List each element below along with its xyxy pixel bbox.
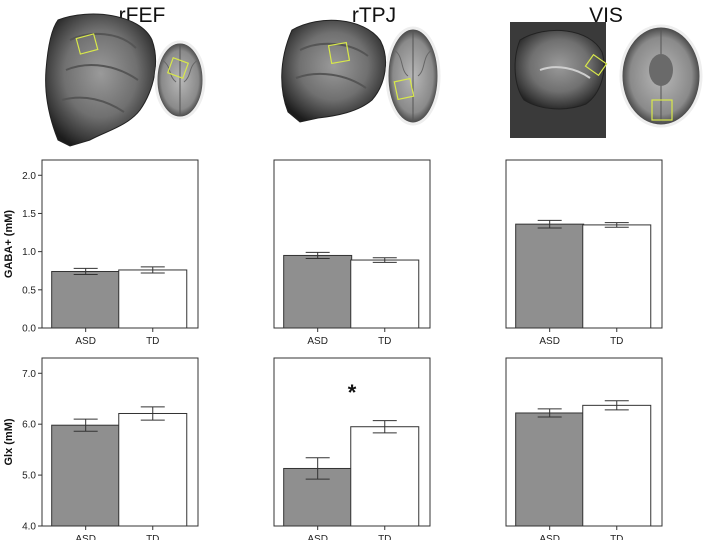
bar-td: [350, 426, 420, 527]
x-tick-label: ASD: [75, 534, 96, 540]
x-tick-label: ASD: [75, 336, 96, 347]
y-tick-label: 7.0: [22, 369, 36, 380]
y-tick-label: 2.0: [22, 171, 36, 182]
y-tick-label: 0.5: [22, 285, 36, 296]
voxel-marker: [166, 56, 190, 80]
x-tick-label: TD: [146, 534, 159, 540]
bar-td: [350, 259, 420, 329]
y-tick-label: 1.0: [22, 247, 36, 258]
bar-td: [582, 404, 652, 527]
y-tick-label: 1.5: [22, 209, 36, 220]
x-tick-label: ASD: [307, 534, 328, 540]
axial-brain-image: [385, 26, 441, 126]
x-tick-label: TD: [610, 336, 623, 347]
bar-td: [582, 224, 652, 329]
bar-asd: [283, 254, 353, 329]
brain-images-vis: [510, 22, 703, 138]
chart-glx-rtpj: ASD TD *: [273, 357, 431, 540]
voxel-marker: [327, 41, 351, 65]
axial-brain-image: [619, 24, 703, 128]
chart-gaba-rfef: 0.0 0.5 1.0 1.5 2.0 GABA+ (mM) ASD TD: [3, 159, 199, 347]
x-tick-label: ASD: [539, 534, 560, 540]
chart-gaba-vis: ASD TD: [505, 159, 663, 347]
y-tick-label: 4.0: [22, 522, 36, 533]
voxel-marker: [75, 33, 99, 55]
significance-marker: *: [348, 380, 357, 405]
bar-asd: [51, 270, 121, 329]
bar-td: [118, 269, 188, 329]
brain-images-rtpj: [281, 19, 441, 126]
brain-images-rfef: [45, 13, 206, 147]
bar-asd: [51, 424, 121, 527]
chart-glx-rfef: 4.0 5.0 6.0 7.0 Glx (mM) ASD TD: [3, 357, 199, 540]
voxel-marker: [651, 99, 673, 121]
y-tick-label: 6.0: [22, 420, 36, 431]
sagittal-brain-image: [510, 22, 608, 138]
x-tick-label: TD: [378, 336, 391, 347]
voxel-marker: [393, 77, 415, 101]
x-tick-label: ASD: [307, 336, 328, 347]
sagittal-brain-image: [281, 19, 386, 123]
chart-gaba-rtpj: ASD TD: [273, 159, 431, 347]
region-title-rtpj: rTPJ: [352, 4, 396, 27]
x-tick-label: TD: [610, 534, 623, 540]
x-tick-label: ASD: [539, 336, 560, 347]
y-tick-label: 5.0: [22, 471, 36, 482]
y-axis-label: GABA+ (mM): [3, 210, 15, 278]
chart-glx-vis: ASD TD: [505, 357, 663, 540]
bar-asd: [515, 223, 585, 329]
bar-td: [118, 412, 188, 527]
y-tick-label: 0.0: [22, 324, 36, 335]
x-tick-label: TD: [378, 534, 391, 540]
y-axis-label: Glx (mM): [3, 418, 15, 465]
axial-brain-image: [154, 40, 206, 120]
voxel-marker: [584, 53, 608, 77]
x-tick-label: TD: [146, 336, 159, 347]
sagittal-brain-image: [45, 13, 157, 147]
region-title-vis: VIS: [589, 4, 623, 27]
bar-asd: [515, 412, 585, 527]
